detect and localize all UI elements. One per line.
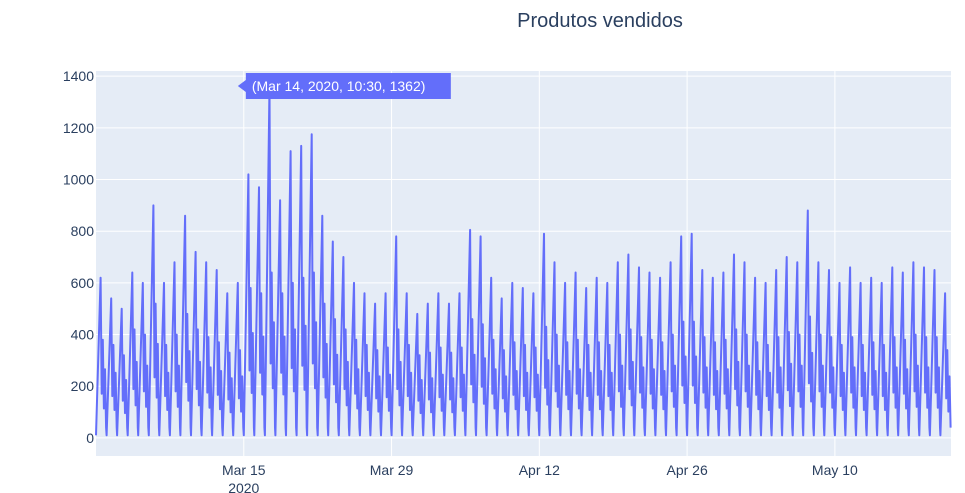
series-group bbox=[95, 85, 952, 437]
tooltip-box bbox=[237, 72, 451, 99]
y-tick-label: 200 bbox=[71, 378, 95, 394]
y-tick-label: 800 bbox=[71, 223, 95, 239]
y-tick-label: 0 bbox=[86, 430, 94, 446]
x-tick-label: May 10 bbox=[812, 462, 858, 478]
hover-tooltip: (Mar 14, 2020, 10:30, 1362) bbox=[237, 72, 451, 99]
x-tick-label: Apr 26 bbox=[666, 462, 707, 478]
x-tick-label: Mar 29 bbox=[370, 462, 414, 478]
series-line[interactable] bbox=[95, 85, 952, 437]
x-tick-label: Apr 12 bbox=[519, 462, 560, 478]
y-axis: 0 200 400 600 800 1000 1200 1400 bbox=[63, 68, 94, 446]
y-tick-label: 1400 bbox=[63, 68, 94, 84]
x-tick-sublabel: 2020 bbox=[228, 480, 259, 493]
x-axis: Mar 15 2020 Mar 29 Apr 12 Apr 26 May 10 bbox=[222, 462, 858, 493]
y-tick-label: 1200 bbox=[63, 120, 94, 136]
chart-title: Produtos vendidos bbox=[517, 10, 683, 32]
y-tick-label: 400 bbox=[71, 327, 95, 343]
x-tick-label: Mar 15 bbox=[222, 462, 266, 478]
y-tick-label: 1000 bbox=[63, 172, 94, 188]
y-tick-label: 600 bbox=[71, 275, 95, 291]
tooltip-label: (Mar 14, 2020, 10:30, 1362) bbox=[252, 78, 426, 94]
